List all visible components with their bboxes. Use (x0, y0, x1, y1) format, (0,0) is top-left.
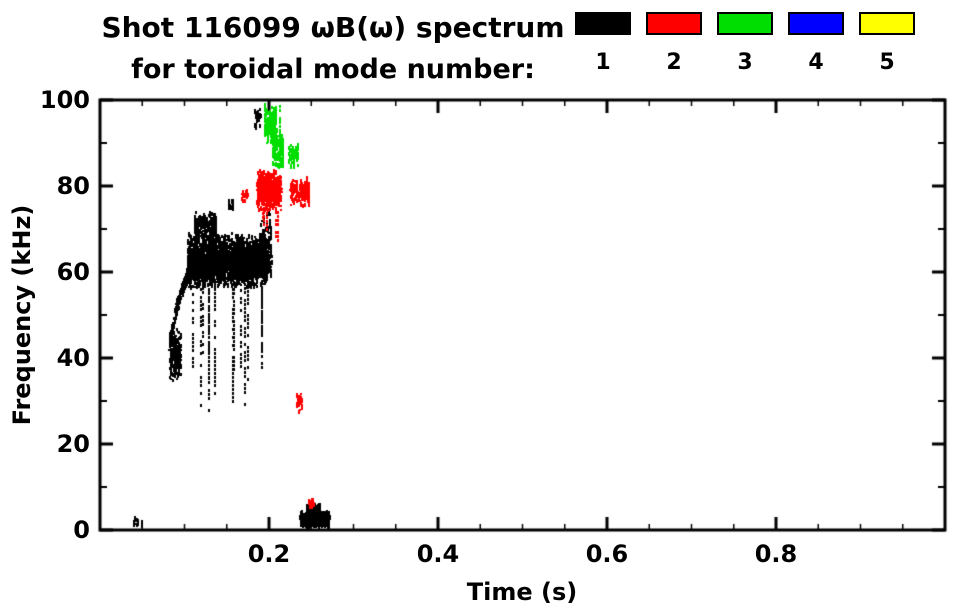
legend-swatch-n1 (575, 12, 631, 35)
x-axis-label: Time (s) (466, 578, 578, 606)
legend-swatch-n4 (788, 12, 844, 35)
legend-item-n1: 1 (575, 12, 631, 75)
legend-item-n2: 2 (646, 12, 702, 75)
y-axis-label: Frequency (kHz) (8, 204, 36, 426)
legend-item-n3: 3 (717, 12, 773, 75)
plot-title-line2: for toroidal mode number: (131, 54, 535, 86)
legend-label-n4: 4 (808, 50, 824, 75)
legend-swatch-n2 (646, 12, 702, 35)
y-tick-label-0: 0 (73, 516, 90, 544)
legend-label-n5: 5 (879, 50, 895, 75)
legend-item-n5: 5 (859, 12, 915, 75)
x-tick-label-0.4: 0.4 (416, 540, 460, 568)
y-tick-label-40: 40 (56, 344, 90, 372)
y-tick-label-100: 100 (39, 86, 90, 114)
legend-label-n1: 1 (595, 50, 611, 75)
y-tick-label-20: 20 (56, 430, 90, 458)
y-tick-label-60: 60 (56, 258, 90, 286)
y-tick-label-80: 80 (56, 172, 90, 200)
legend-swatch-n3 (717, 12, 773, 35)
x-tick-label-0.8: 0.8 (754, 540, 798, 568)
x-tick-label-0.6: 0.6 (585, 540, 629, 568)
legend-item-n4: 4 (788, 12, 844, 75)
mode-number-legend: 1 2 3 4 5 (575, 12, 915, 75)
plot-title: Shot 116099 ωB(ω) spectrum for toroidal … (98, 6, 568, 91)
x-tick-label-0.2: 0.2 (247, 540, 291, 568)
legend-label-n2: 2 (666, 50, 682, 75)
plot-title-line1: Shot 116099 ωB(ω) spectrum (101, 11, 565, 44)
legend-label-n3: 3 (737, 50, 753, 75)
legend-swatch-n5 (859, 12, 915, 35)
